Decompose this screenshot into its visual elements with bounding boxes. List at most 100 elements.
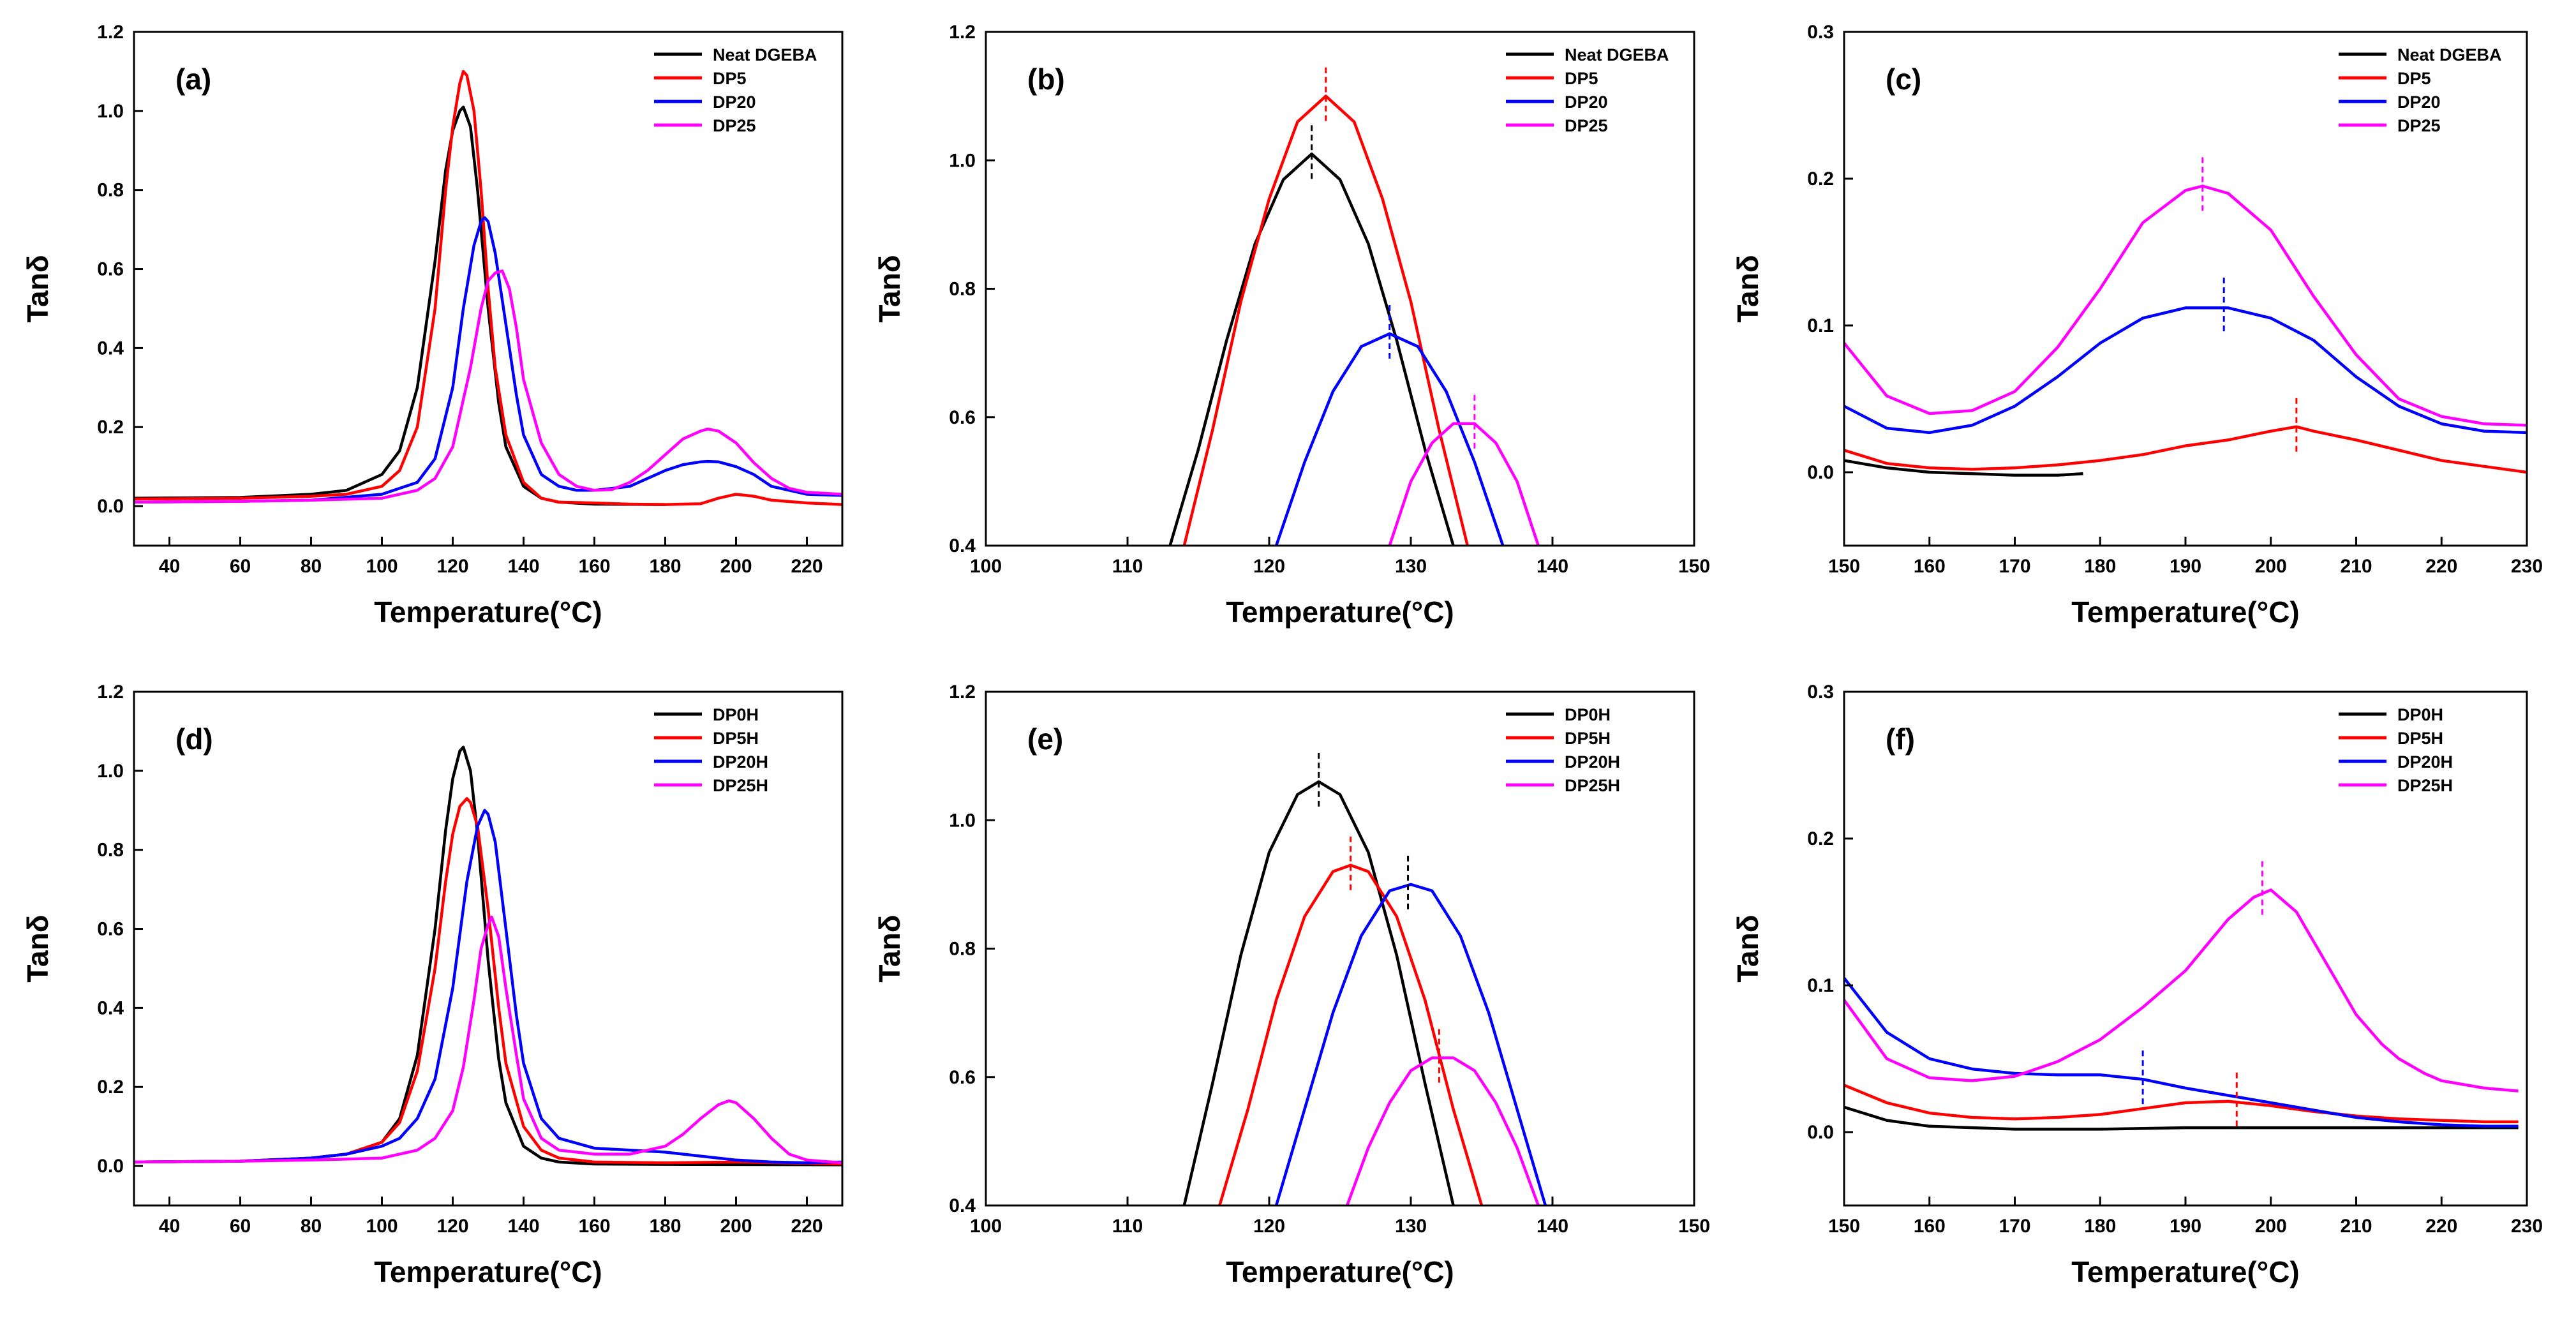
x-tick-label: 200 — [720, 556, 752, 577]
legend-label: DP0H — [713, 705, 759, 724]
x-tick-label: 100 — [970, 556, 1002, 577]
y-tick-label: 0.4 — [949, 1195, 976, 1216]
x-tick-label: 230 — [2511, 556, 2543, 577]
chart-panel: 40 60 80 100 120 140 160 180 200 220 0.0 0.2 0.4 0.6 0… — [21, 22, 844, 629]
y-tick-label: 1.2 — [97, 682, 124, 703]
x-tick-label: 230 — [2511, 1216, 2543, 1237]
y-tick-label: 0.2 — [97, 1077, 124, 1098]
y-tick-label: 1.2 — [949, 22, 976, 43]
series-line — [134, 915, 842, 1165]
series-line — [134, 216, 842, 504]
y-tick-label: 0.1 — [1807, 975, 1834, 996]
plot-frame — [133, 31, 844, 547]
y-tick-label: 0.0 — [97, 1156, 124, 1177]
legend-label: DP25 — [1565, 116, 1608, 135]
y-tick-label: 0.6 — [97, 919, 124, 940]
chart-panel: 100 110 120 130 140 150 0.4 0.6 0.8 1.0 1.2 Tempera… — [873, 22, 1710, 629]
y-tick-label: 1.0 — [949, 150, 976, 171]
y-tick-label: 0.6 — [949, 1067, 976, 1088]
x-tick-label: 100 — [970, 1216, 1002, 1237]
x-tick-label: 190 — [2170, 556, 2201, 577]
y-tick-label: 1.0 — [949, 810, 976, 831]
y-tick-label: 0.4 — [97, 338, 124, 359]
x-tick-label: 150 — [1678, 556, 1710, 577]
x-tick-label: 100 — [366, 1216, 398, 1237]
series-line — [134, 70, 842, 506]
panel-label: (c) — [1886, 63, 1921, 96]
x-tick-label: 220 — [2425, 1216, 2457, 1237]
chart-panel: 40 60 80 100 120 140 160 180 200 220 0.0 0.2 0.4 0.6 0… — [21, 682, 844, 1288]
series-line — [1345, 1056, 1540, 1205]
legend-label: DP20H — [1565, 752, 1620, 772]
series-line — [1274, 332, 1505, 546]
series-line — [134, 269, 842, 504]
x-tick-label: 120 — [1253, 1216, 1285, 1237]
chart-panel: 100 110 120 130 140 150 0.4 0.6 0.8 1.0 1.2 Tempera… — [873, 682, 1710, 1288]
legend-label: DP0H — [2397, 705, 2443, 724]
x-tick-label: 120 — [436, 556, 468, 577]
x-tick-label: 120 — [436, 1216, 468, 1237]
legend-label: DP20 — [713, 93, 756, 112]
x-axis-title: Temperature(°C) — [374, 1255, 602, 1288]
panel-label: (f) — [1886, 722, 1915, 756]
x-tick-label: 160 — [1914, 1216, 1946, 1237]
legend-label: Neat DGEBA — [713, 45, 817, 64]
x-tick-label: 160 — [1914, 556, 1946, 577]
x-tick-label: 200 — [2255, 556, 2287, 577]
x-tick-label: 180 — [649, 1216, 681, 1237]
legend-label: DP25H — [1565, 776, 1620, 795]
y-axis-title: Tanδ — [21, 255, 54, 322]
y-tick-label: 0.2 — [1807, 828, 1834, 849]
x-tick-label: 120 — [1253, 556, 1285, 577]
series-line — [1844, 977, 2519, 1128]
series-line — [1844, 306, 2527, 435]
y-axis-title: Tanδ — [21, 914, 54, 982]
x-tick-label: 100 — [366, 556, 398, 577]
x-tick-label: 140 — [507, 556, 539, 577]
y-tick-label: 0.6 — [97, 259, 124, 280]
x-tick-label: 140 — [1537, 556, 1568, 577]
series-line — [1182, 94, 1469, 546]
panel-label: (a) — [175, 63, 211, 96]
x-tick-label: 180 — [2084, 556, 2116, 577]
legend-label: DP25 — [713, 116, 756, 135]
x-tick-label: 220 — [2425, 556, 2457, 577]
legend-label: DP5 — [1565, 69, 1598, 88]
series-line — [1844, 459, 2083, 477]
series-line — [1844, 888, 2519, 1093]
y-axis-title: Tanδ — [1731, 255, 1764, 322]
y-tick-label: 1.2 — [949, 682, 976, 703]
y-tick-label: 0.0 — [97, 496, 124, 517]
x-tick-label: 160 — [578, 1216, 610, 1237]
plot-frame — [133, 690, 844, 1207]
x-tick-label: 80 — [301, 1216, 322, 1237]
series-line — [1844, 1084, 2519, 1124]
y-tick-label: 0.3 — [1807, 22, 1834, 43]
y-axis-title: Tanδ — [873, 914, 906, 982]
x-tick-label: 170 — [1999, 556, 2030, 577]
x-axis-title: Temperature(°C) — [1226, 1255, 1454, 1288]
legend-label: DP5 — [713, 69, 747, 88]
panel-label: (d) — [175, 722, 213, 756]
y-axis-title: Tanδ — [1731, 914, 1764, 982]
series-line — [134, 796, 842, 1166]
x-tick-label: 180 — [649, 556, 681, 577]
x-tick-label: 200 — [720, 1216, 752, 1237]
x-axis-title: Temperature(°C) — [1226, 595, 1454, 629]
x-tick-label: 110 — [1112, 1216, 1143, 1237]
x-tick-label: 190 — [2170, 1216, 2201, 1237]
y-tick-label: 0.8 — [949, 939, 976, 960]
chart-panel: 150 160 170 180 190 200 210 220 230 0.0 0.1 0.2 0.3 T… — [1731, 22, 2543, 629]
y-tick-label: 0.4 — [97, 997, 124, 1019]
series-line — [1844, 425, 2527, 474]
series-line — [134, 105, 666, 506]
y-tick-label: 0.3 — [1807, 682, 1834, 703]
y-tick-label: 0.2 — [1807, 168, 1834, 190]
legend-label: DP5H — [2397, 729, 2443, 748]
legend-label: Neat DGEBA — [1565, 45, 1669, 64]
x-tick-label: 160 — [578, 556, 610, 577]
series-line — [1388, 422, 1540, 546]
x-tick-label: 200 — [2255, 1216, 2287, 1237]
y-tick-label: 1.2 — [97, 22, 124, 43]
